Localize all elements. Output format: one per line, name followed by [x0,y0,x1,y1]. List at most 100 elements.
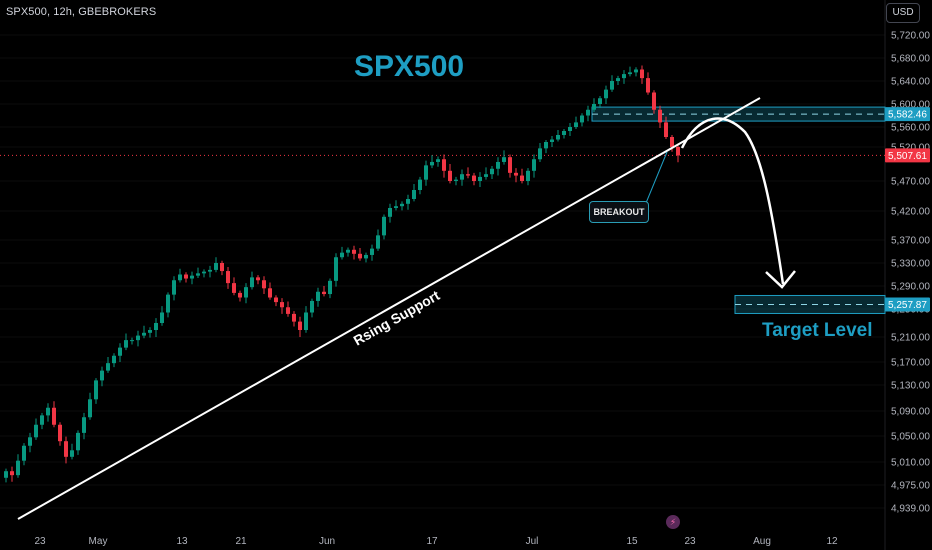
candle-body [562,131,566,135]
price-marker-target: 5,257.87 [885,297,930,312]
candle [538,143,542,162]
projection-arrowhead [765,270,796,289]
candle-body [334,257,338,281]
candle [604,85,608,104]
candle [388,203,392,223]
candle [376,229,380,251]
candle-body [214,263,218,270]
x-tick-label: Aug [753,536,771,547]
y-tick-label: 5,520.00 [891,143,930,154]
candle [280,298,284,314]
candle-body [382,216,386,236]
candle-body [70,450,74,457]
candle-body [88,399,92,418]
candle-body [220,263,224,272]
candle-body [664,122,668,137]
candle [106,357,110,373]
y-tick-label: 5,050.00 [891,432,930,443]
candle [274,295,278,307]
candle [232,277,236,296]
y-tick-label: 4,939.00 [891,504,930,515]
candle-body [118,347,122,356]
candle [616,75,620,86]
candle [130,337,134,345]
y-tick-label: 5,010.00 [891,458,930,469]
candle-body [550,139,554,142]
candle-body [424,165,428,180]
candle-body [634,69,638,73]
candle-body [238,292,242,298]
candle [136,330,140,347]
candle [250,271,254,290]
candle-body [250,277,254,288]
candle-body [22,445,26,461]
candle [514,168,518,183]
candle-body [370,248,374,255]
candle [622,70,626,84]
y-tick-label: 5,560.00 [891,123,930,134]
y-tick-label: 5,370.00 [891,236,930,247]
candle [22,443,26,466]
candle-body [430,161,434,166]
candle [340,246,344,260]
candle-body [592,104,596,110]
candle-body [652,92,656,110]
candle [166,292,170,318]
candle-body [172,280,176,295]
candle-body [226,271,230,284]
x-tick-label: 21 [235,536,247,547]
candle-body [478,176,482,181]
candle-body [442,159,446,171]
projection-arrow [680,117,785,285]
candle [316,287,320,307]
candle [544,140,548,154]
candle [220,260,224,276]
candle [436,156,440,167]
chart-title: SPX500 [354,50,465,83]
candle [568,122,572,136]
price-marker-label: 5,257.87 [888,300,927,311]
candle [550,136,554,147]
candle [358,248,362,261]
candle [628,66,632,77]
target-level-label: Target Level [762,320,873,341]
candle [286,301,290,317]
currency-button[interactable]: USD [886,3,920,23]
candle-body [130,340,134,342]
price-marker-box [885,107,930,122]
candle [370,244,374,261]
flash-icon[interactable]: ⚡ [666,515,680,529]
candle [664,116,668,139]
candle-body [196,273,200,276]
candle-body [142,332,146,336]
candle-body [256,277,260,281]
candle [70,443,74,460]
candle-body [322,291,326,295]
candle [658,105,662,128]
candle [610,75,614,92]
candle [412,184,416,202]
candle [454,176,458,186]
candle [82,412,86,440]
candle [460,169,464,186]
price-marker-label: 5,582.46 [888,110,927,121]
breakout-callout: BREAKOUT [589,201,649,223]
candle [322,286,326,297]
candle [400,201,404,211]
candle [532,154,536,178]
candle-body [262,280,266,289]
candle [526,168,530,186]
y-tick-label: 5,720.00 [891,31,930,42]
candle [640,65,644,84]
x-tick-label: 12 [826,536,838,547]
candle [190,271,194,285]
candle [346,247,350,257]
candle [94,378,98,404]
x-tick-label: 23 [34,536,46,547]
candle-body [676,147,680,156]
candle [214,257,218,273]
candle-body [388,208,392,217]
candle-body [532,159,536,171]
candle [16,454,20,478]
